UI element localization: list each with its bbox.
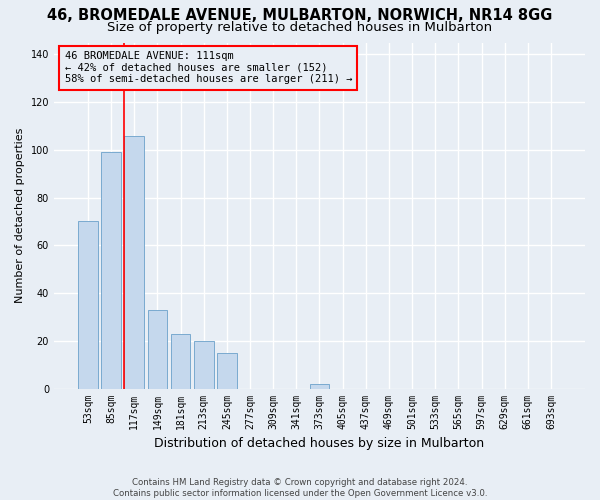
Text: Contains HM Land Registry data © Crown copyright and database right 2024.
Contai: Contains HM Land Registry data © Crown c… bbox=[113, 478, 487, 498]
Bar bbox=[101, 152, 121, 388]
Text: Size of property relative to detached houses in Mulbarton: Size of property relative to detached ho… bbox=[107, 21, 493, 34]
Bar bbox=[194, 341, 214, 388]
Bar bbox=[124, 136, 144, 388]
Text: 46, BROMEDALE AVENUE, MULBARTON, NORWICH, NR14 8GG: 46, BROMEDALE AVENUE, MULBARTON, NORWICH… bbox=[47, 8, 553, 22]
Bar bbox=[170, 334, 190, 388]
Bar bbox=[310, 384, 329, 388]
Bar bbox=[78, 222, 98, 388]
Bar bbox=[217, 353, 236, 388]
X-axis label: Distribution of detached houses by size in Mulbarton: Distribution of detached houses by size … bbox=[154, 437, 485, 450]
Text: 46 BROMEDALE AVENUE: 111sqm
← 42% of detached houses are smaller (152)
58% of se: 46 BROMEDALE AVENUE: 111sqm ← 42% of det… bbox=[65, 51, 352, 84]
Y-axis label: Number of detached properties: Number of detached properties bbox=[15, 128, 25, 303]
Bar bbox=[148, 310, 167, 388]
